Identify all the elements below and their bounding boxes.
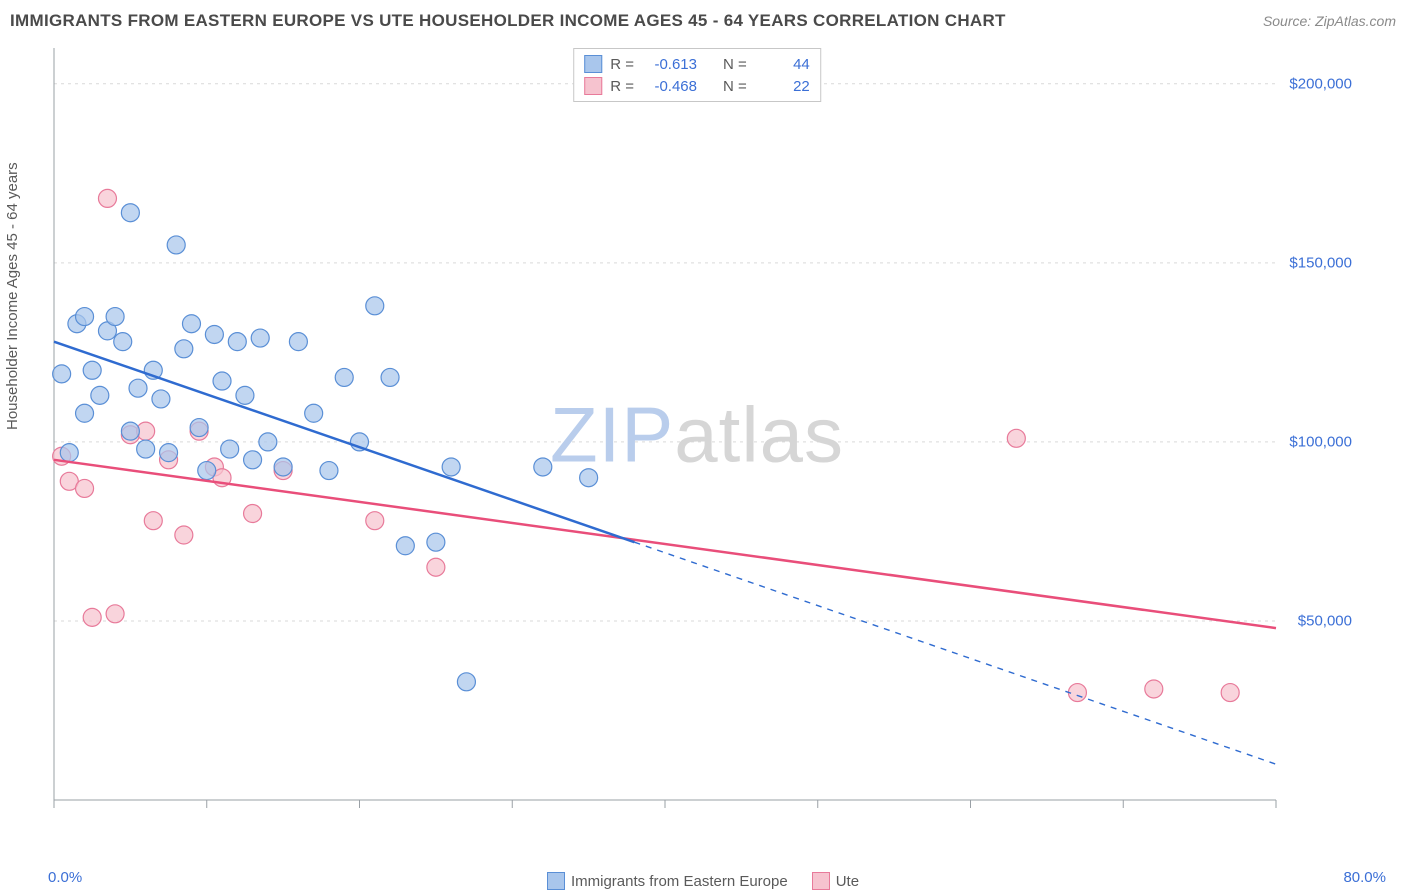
series-swatch-1 [812,872,830,890]
legend-row-0: R = -0.613 N = 44 [584,53,810,75]
series-legend-item-1: Ute [812,872,859,890]
legend-swatch-blue [584,55,602,73]
x-min-label: 0.0% [48,869,82,886]
plot-svg [48,44,1346,826]
series-legend-item-0: Immigrants from Eastern Europe [547,872,788,890]
x-max-label: 80.0% [1343,869,1386,886]
chart-source: Source: ZipAtlas.com [1263,13,1396,29]
y-tick-label: $100,000 [1285,433,1352,450]
series-swatch-0 [547,872,565,890]
correlation-legend: R = -0.613 N = 44 R = -0.468 N = 22 [573,48,821,102]
plot-area: ZIPatlas R = -0.613 N = 44 R = -0.468 N … [48,44,1346,826]
y-tick-label: $200,000 [1285,75,1352,92]
y-tick-label: $150,000 [1285,254,1352,271]
series-label-1: Ute [836,873,859,890]
y-axis-label: Householder Income Ages 45 - 64 years [4,162,21,430]
chart-title: IMMIGRANTS FROM EASTERN EUROPE VS UTE HO… [10,11,1006,31]
legend-row-1: R = -0.468 N = 22 [584,75,810,97]
legend-swatch-pink [584,77,602,95]
y-tick-label: $50,000 [1294,612,1352,629]
series-label-0: Immigrants from Eastern Europe [571,873,788,890]
chart-header: IMMIGRANTS FROM EASTERN EUROPE VS UTE HO… [0,0,1406,36]
series-legend: Immigrants from Eastern Europe Ute [0,872,1406,890]
